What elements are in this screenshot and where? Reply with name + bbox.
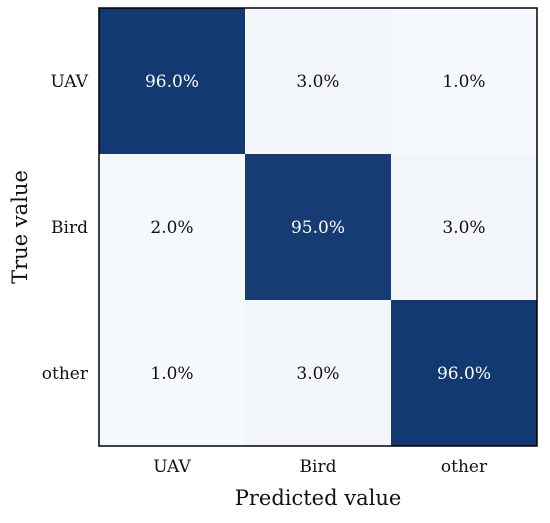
heatmap-cell-2-0 [99, 300, 245, 446]
heatmap-cell-1-0 [99, 154, 245, 300]
y-tick-label-1: Bird [51, 218, 88, 238]
y-axis-label: True value [8, 170, 32, 284]
cell-value-label-1-1: 95.0% [291, 218, 345, 238]
tick-labels: UAV Bird other UAV Bird other [42, 72, 488, 477]
heatmap-cell-1-1 [245, 154, 391, 300]
heatmap-cell-0-1 [245, 8, 391, 154]
heatmap-cells: 96.0% 3.0% 1.0% 2.0% 95.0% 3.0% 1.0% 3.0% 96.0% [99, 8, 537, 446]
cell-value-label-0-0: 96.0% [145, 72, 199, 92]
cell-value-label-2-0: 1.0% [150, 364, 193, 384]
cell-value-label-2-1: 3.0% [296, 364, 339, 384]
heatmap-cell-2-1 [245, 300, 391, 446]
x-tick-label-2: other [441, 457, 488, 477]
heatmap-cell-0-2 [391, 8, 537, 154]
cell-value-label-0-2: 1.0% [442, 72, 485, 92]
cell-value-label-0-1: 3.0% [296, 72, 339, 92]
cell-value-label-1-0: 2.0% [150, 218, 193, 238]
y-tick-label-0: UAV [50, 72, 88, 92]
cell-value-label-2-2: 96.0% [437, 364, 491, 384]
heatmap-cell-1-2 [391, 154, 537, 300]
heatmap-cell-2-2 [391, 300, 537, 446]
x-tick-label-1: Bird [300, 457, 337, 477]
plot-frame [98, 7, 538, 447]
y-tick-label-2: other [42, 364, 89, 384]
x-tick-label-0: UAV [153, 457, 191, 477]
heatmap-cell-0-0 [99, 8, 245, 154]
cell-value-label-1-2: 3.0% [442, 218, 485, 238]
x-axis-label: Predicted value [235, 486, 402, 510]
